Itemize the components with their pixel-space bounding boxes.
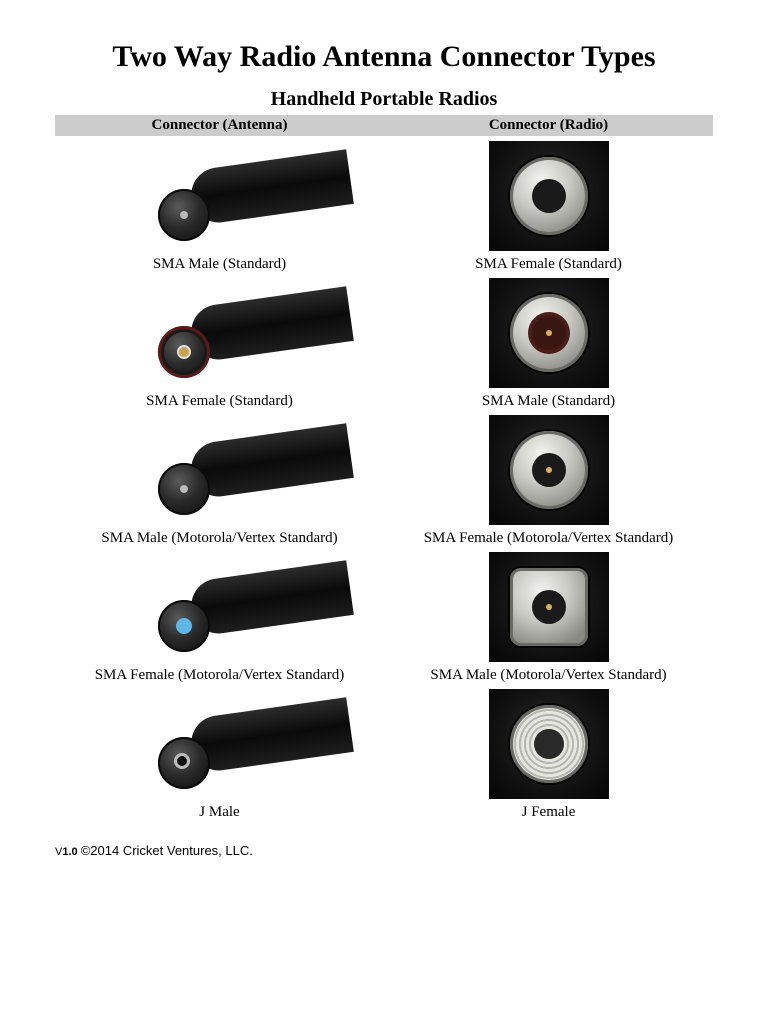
antenna-image-cell: [55, 273, 384, 393]
radio-image-cell: [384, 410, 713, 530]
document-page: Two Way Radio Antenna Connector Types Ha…: [0, 0, 768, 878]
antenna-connector-image: [55, 273, 384, 393]
radio-image-cell: [384, 684, 713, 804]
radio-caption: SMA Male (Motorola/Vertex Standard): [384, 667, 713, 684]
connector-table: Connector (Antenna) Connector (Radio) SM…: [55, 115, 713, 821]
antenna-caption: SMA Male (Motorola/Vertex Standard): [55, 530, 384, 547]
radio-caption: SMA Male (Standard): [384, 393, 713, 410]
footer: V1.0 ©2014 Cricket Ventures, LLC.: [55, 843, 713, 858]
table-row-images: [55, 136, 713, 256]
antenna-connector-image: [55, 684, 384, 804]
table-row-images: [55, 410, 713, 530]
section-subtitle: Handheld Portable Radios: [55, 88, 713, 111]
col-header-antenna: Connector (Antenna): [55, 115, 384, 136]
table-row-captions: SMA Male (Motorola/Vertex Standard)SMA F…: [55, 530, 713, 547]
antenna-caption: J Male: [55, 804, 384, 821]
table-row-images: [55, 273, 713, 393]
radio-connector-image: [384, 273, 713, 393]
radio-connector-image: [384, 410, 713, 530]
col-header-radio: Connector (Radio): [384, 115, 713, 136]
radio-caption: SMA Female (Standard): [384, 256, 713, 273]
antenna-image-cell: [55, 410, 384, 530]
antenna-image-cell: [55, 136, 384, 256]
antenna-image-cell: [55, 684, 384, 804]
version-label: V1.0: [55, 846, 81, 858]
radio-connector-image: [384, 684, 713, 804]
connector-table-body: SMA Male (Standard)SMA Female (Standard)…: [55, 136, 713, 821]
radio-image-cell: [384, 547, 713, 667]
antenna-caption: SMA Female (Standard): [55, 393, 384, 410]
table-row-images: [55, 547, 713, 667]
radio-connector-image: [384, 547, 713, 667]
antenna-connector-image: [55, 410, 384, 530]
table-row-captions: SMA Male (Standard)SMA Female (Standard): [55, 256, 713, 273]
page-title: Two Way Radio Antenna Connector Types: [55, 40, 713, 74]
table-row-captions: SMA Female (Standard)SMA Male (Standard): [55, 393, 713, 410]
radio-connector-image: [384, 136, 713, 256]
copyright-text: ©2014 Cricket Ventures, LLC.: [81, 843, 253, 858]
antenna-connector-image: [55, 136, 384, 256]
antenna-caption: SMA Male (Standard): [55, 256, 384, 273]
table-row-captions: SMA Female (Motorola/Vertex Standard)SMA…: [55, 667, 713, 684]
radio-image-cell: [384, 136, 713, 256]
antenna-image-cell: [55, 547, 384, 667]
version-number: 1.0: [62, 846, 77, 858]
table-row-images: [55, 684, 713, 804]
table-row-captions: J MaleJ Female: [55, 804, 713, 821]
antenna-caption: SMA Female (Motorola/Vertex Standard): [55, 667, 384, 684]
radio-caption: SMA Female (Motorola/Vertex Standard): [384, 530, 713, 547]
radio-caption: J Female: [384, 804, 713, 821]
radio-image-cell: [384, 273, 713, 393]
antenna-connector-image: [55, 547, 384, 667]
